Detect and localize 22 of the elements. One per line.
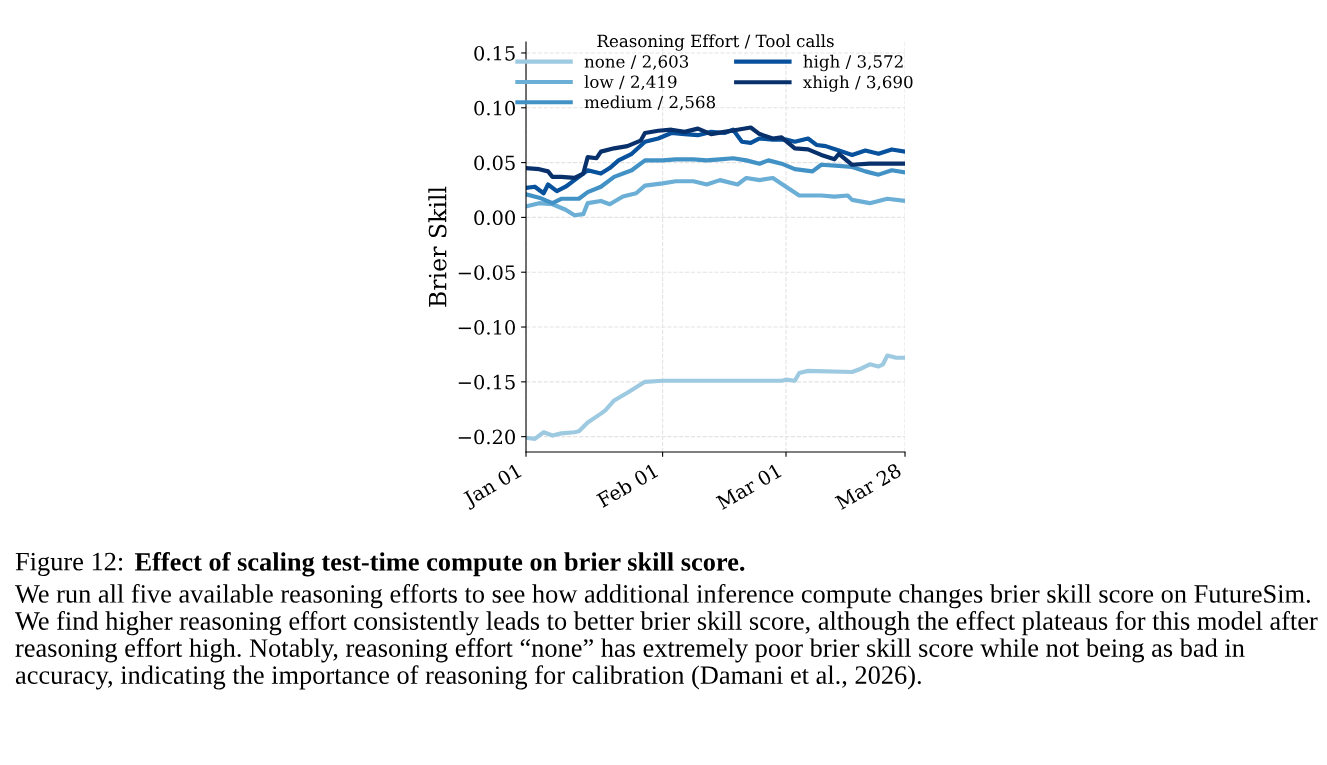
text: Effect of scaling test-time compute on brier skill score. — [134, 552, 745, 577]
y-tick-label: −0.05 — [458, 265, 515, 280]
legend-title: Reasoning Effort / Tool calls — [597, 34, 834, 51]
y-tick-label: 0.00 — [474, 210, 515, 226]
legend-label: medium / 2,568 — [584, 95, 716, 111]
y-axis-title: Brier Skill — [428, 186, 447, 307]
legend-label: low / 2,419 — [584, 75, 677, 91]
x-tick-label: Feb 01 — [595, 463, 659, 508]
x-tick-label: Jan 01 — [460, 463, 524, 511]
y-tick-label: 0.10 — [474, 100, 515, 116]
y-tick-label: −0.10 — [458, 319, 515, 335]
y-tick-label: −0.20 — [458, 429, 515, 445]
legend-label: none / 2,603 — [584, 55, 689, 70]
x-tick-label: Mar 28 — [834, 462, 902, 511]
text: We run all five available reasoning efforts to see how additional inference compute changes brier skill score on FutureSim. We find higher reasoning effort consistently leads to better brier skill score, although the effect plateaus for this model after reasoning effort high. Notably, reasoning effort “none” has extremely poor brier skill score while not being as bad in accuracy, indicating the importance of reasoning for calibration (Damani et al., 2026). — [15, 584, 1318, 690]
y-tick-label: 0.15 — [474, 45, 515, 61]
caption: Figure 12: — [15, 552, 123, 576]
x-tick-label: Mar 01 — [715, 463, 782, 511]
y-tick-label: 0.05 — [474, 155, 515, 171]
legend-label: xhigh / 3,690 — [803, 75, 913, 92]
y-tick-label: −0.15 — [458, 374, 515, 390]
legend-label: high / 3,572 — [803, 54, 903, 72]
